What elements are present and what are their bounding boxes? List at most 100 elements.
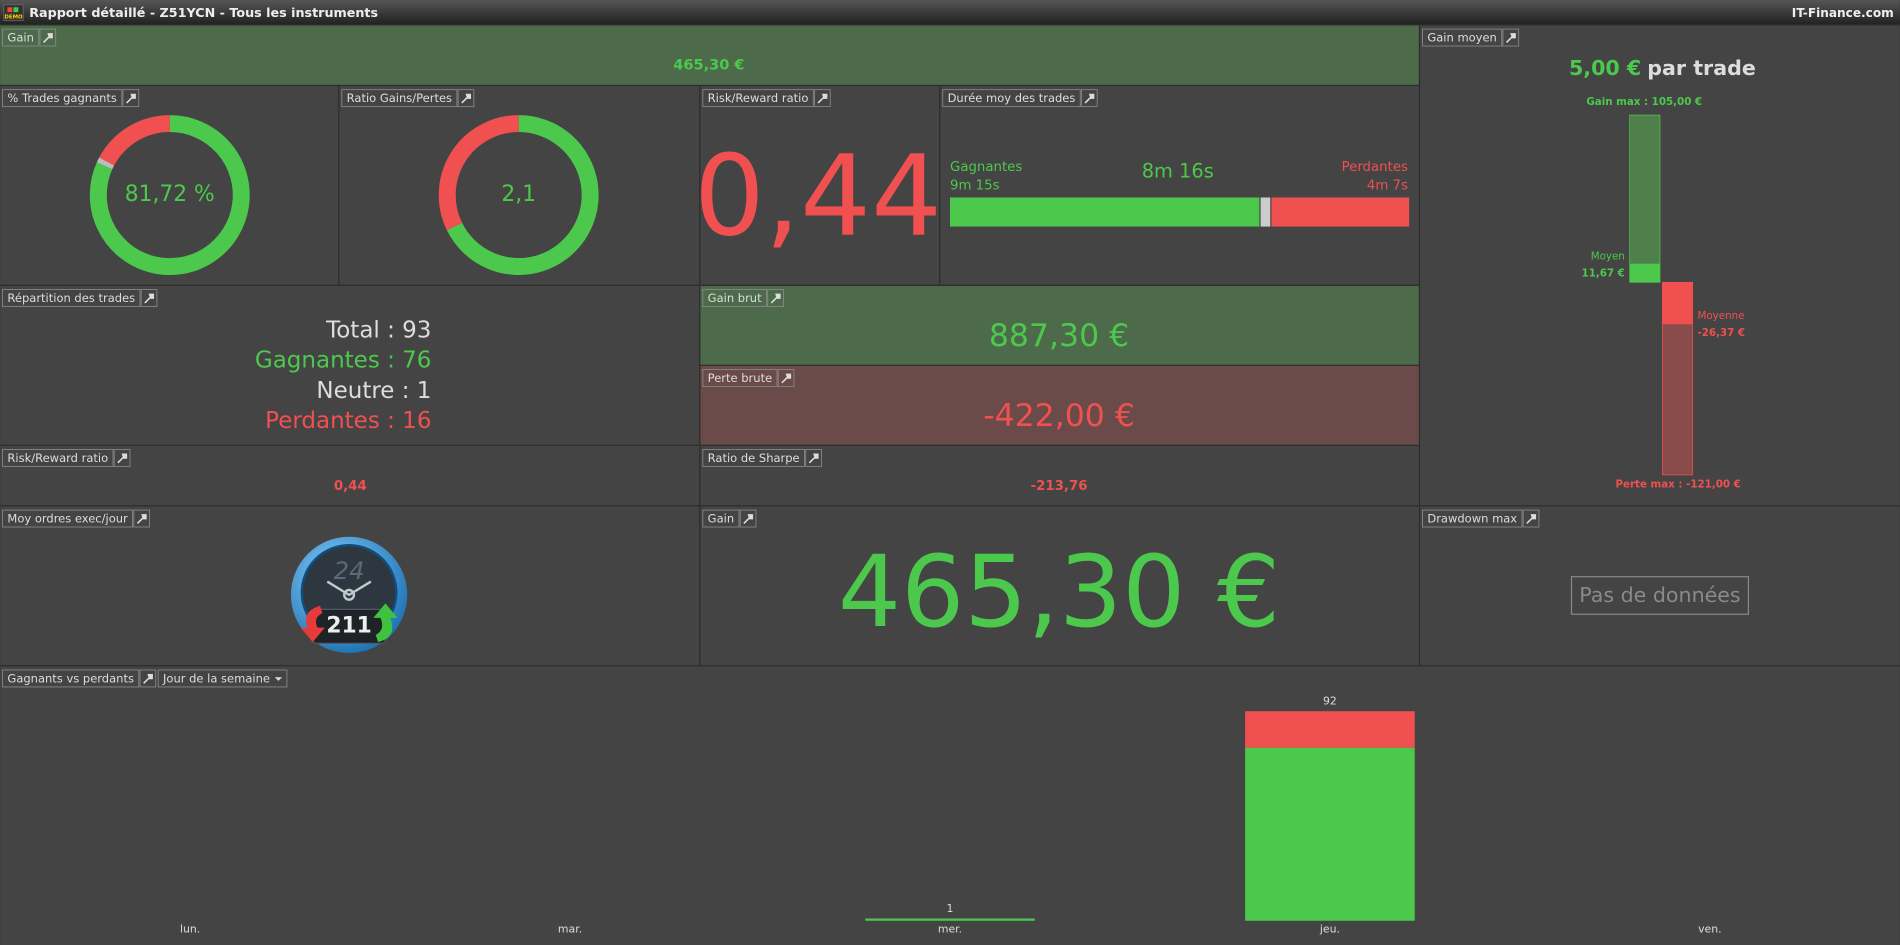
- panel-label: Gain brut: [708, 291, 762, 305]
- avg-loss-bar: [1662, 282, 1693, 325]
- x-tick-label: lun.: [180, 922, 200, 935]
- panel-tag: [1422, 509, 1523, 528]
- panel-background: [0, 285, 700, 445]
- settings-button[interactable]: [139, 669, 157, 688]
- donut-segment: [99, 115, 171, 166]
- panel: Risk/Reward ratio: [700, 86, 940, 285]
- arrow-down-red: [300, 605, 325, 643]
- brand: IT-Finance.com: [1792, 6, 1894, 20]
- gain-big-value: 465,30 €: [838, 535, 1280, 650]
- panel-label: Durée moy des trades: [948, 91, 1076, 105]
- no-data-box: [1570, 576, 1750, 615]
- settings-button[interactable]: [767, 289, 784, 307]
- settings-button[interactable]: [777, 369, 795, 387]
- panel-tag: [2, 289, 141, 307]
- panel-label: Répartition des trades: [7, 291, 135, 305]
- donut-segment: [96, 157, 115, 170]
- demo-badge: DEMO: [4, 14, 23, 20]
- distribution-line: Perdantes : 16: [265, 408, 431, 434]
- panel-background: [0, 666, 1900, 945]
- settings-button[interactable]: [1081, 89, 1098, 108]
- distribution-line: Neutre : 1: [316, 378, 431, 404]
- wrench-icon: [1526, 514, 1537, 524]
- settings-button[interactable]: [814, 89, 831, 108]
- wrench-icon: [144, 293, 155, 304]
- icon-dot: [13, 7, 19, 13]
- panel-tag: [341, 89, 458, 108]
- panel-label: Perte brute: [708, 371, 772, 385]
- panel-background: [700, 365, 1419, 445]
- bar-segment: [865, 918, 1035, 921]
- period-selector[interactable]: [157, 669, 288, 688]
- settings-button[interactable]: [457, 89, 475, 108]
- duration-win-label: Gagnantes: [950, 160, 1022, 175]
- risk-reward-small-value: 0,44: [334, 479, 367, 494]
- panel-background: [0, 25, 1419, 85]
- risk-reward-value: 0,44: [694, 132, 942, 261]
- panel-tag: [2, 669, 140, 688]
- gauge-clock-number: 24: [334, 557, 365, 585]
- max-loss-label: Perte max : -121,00 €: [1615, 479, 1740, 491]
- donut-segment: [89, 115, 250, 275]
- average-gain-value: 5,00 €: [1569, 56, 1641, 80]
- panel-label: % Trades gagnants: [7, 91, 116, 105]
- wrench-icon: [781, 373, 792, 384]
- gross-loss-value: -422,00 €: [983, 398, 1135, 434]
- panel-background: [1420, 506, 1900, 666]
- duration-loss-bar: [1271, 197, 1410, 227]
- window-title: Rapport détaillé - Z51YCN - Tous les ins…: [29, 5, 378, 20]
- dropdown-arrow: [274, 677, 283, 681]
- panel: Gain: [700, 506, 1419, 666]
- panel-background: [700, 86, 940, 285]
- settings-button[interactable]: [39, 28, 57, 47]
- no-data-message: Pas de données: [1579, 583, 1740, 607]
- settings-button[interactable]: [1522, 509, 1540, 528]
- panel-label: Risk/Reward ratio: [7, 451, 108, 465]
- avg-loss-label: Moyenne: [1698, 310, 1745, 322]
- gross-gain-value: 887,30 €: [989, 318, 1129, 354]
- settings-button[interactable]: [805, 449, 822, 467]
- duration-win-value: 9m 15s: [950, 178, 1000, 193]
- settings-button[interactable]: [133, 509, 150, 528]
- panel-label: Gain: [7, 31, 33, 45]
- average-gain-unit: par trade: [1647, 56, 1756, 80]
- panel-tag: [2, 89, 123, 108]
- panel-background: [700, 285, 1419, 365]
- panel-background: [700, 506, 1419, 666]
- duration-win-bar: [950, 197, 1260, 227]
- x-tick-label: ven.: [1698, 922, 1722, 935]
- settings-button[interactable]: [1502, 28, 1520, 47]
- panel-tag: [702, 89, 814, 108]
- settings-button[interactable]: [122, 89, 140, 108]
- gauge-hub: [343, 588, 356, 601]
- wrench-icon: [143, 674, 153, 684]
- settings-button[interactable]: [140, 289, 158, 307]
- avg-gain-bar: [1629, 263, 1660, 283]
- settings-button[interactable]: [739, 509, 757, 528]
- donut-segment: [446, 115, 599, 275]
- arrow-up-green: [373, 603, 398, 643]
- panel: Ratio de Sharpe: [700, 445, 1419, 506]
- donut-segment: [438, 115, 519, 231]
- panel: Durée moy des trades: [940, 86, 1419, 285]
- settings-button[interactable]: [113, 449, 131, 467]
- panel-label: Gain moyen: [1427, 31, 1497, 45]
- panel-tag: [702, 449, 805, 467]
- panel: Risk/Reward ratio: [0, 445, 700, 506]
- bar-segment: [1245, 747, 1415, 921]
- donut-value: 81,72 %: [125, 182, 215, 207]
- panel-tag: [702, 509, 740, 528]
- panel: Perte brute: [700, 365, 1419, 445]
- bar-total-label: 92: [1323, 695, 1337, 708]
- wrench-icon: [770, 293, 781, 304]
- panel-label: Gain: [708, 512, 734, 526]
- icon-dot: [7, 7, 13, 13]
- bar-total-label: 1: [947, 902, 954, 915]
- panel-background: [0, 445, 700, 506]
- panel: Drawdown max: [1420, 506, 1900, 666]
- panel-tag: [2, 28, 40, 47]
- x-tick-label: mer.: [938, 922, 962, 935]
- panel-tag: [942, 89, 1081, 108]
- panel-background: [700, 445, 1419, 506]
